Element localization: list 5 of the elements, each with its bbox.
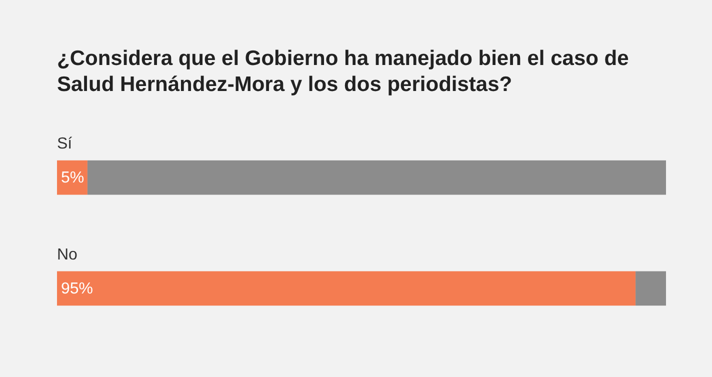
- chart-title: ¿Considera que el Gobierno ha manejado bien el caso de Salud Hernández-Mora y los dos periodistas?: [57, 47, 629, 96]
- y-tick-label: No: [57, 246, 78, 264]
- data-label: 5%: [61, 170, 84, 187]
- y-tick-label: Sí: [57, 136, 73, 153]
- data-label: 95%: [61, 280, 94, 298]
